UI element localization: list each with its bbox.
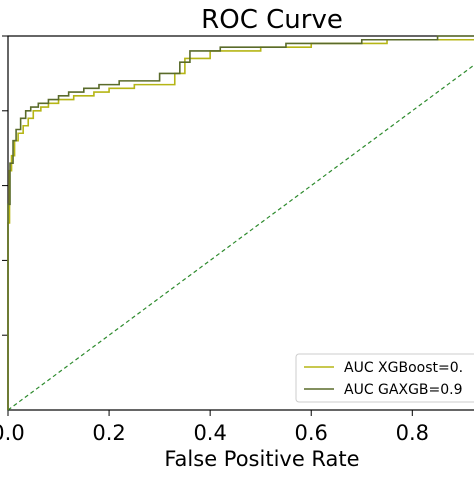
legend: AUC XGBoost=0. AUC GAXGB=0.9 bbox=[295, 353, 474, 403]
series-lines bbox=[7, 35, 474, 411]
x-tick-label: 0.0 bbox=[0, 421, 25, 445]
series-line-gaxgb bbox=[7, 35, 474, 410]
x-axis-label: False Positive Rate bbox=[164, 447, 359, 471]
axis-ticks: 0.0 0.2 0.4 0.6 0.8 bbox=[0, 35, 429, 445]
legend-label-xgboost: AUC XGBoost=0. bbox=[344, 360, 463, 376]
x-tick-label: 0.2 bbox=[92, 421, 125, 445]
chart-title: ROC Curve bbox=[201, 5, 343, 35]
x-tick-label: 0.4 bbox=[193, 421, 226, 445]
legend-box bbox=[295, 353, 474, 403]
x-tick-label: 0.6 bbox=[295, 421, 328, 445]
x-tick-label: 0.8 bbox=[396, 421, 429, 445]
legend-label-gaxgb: AUC GAXGB=0.9 bbox=[344, 382, 463, 398]
